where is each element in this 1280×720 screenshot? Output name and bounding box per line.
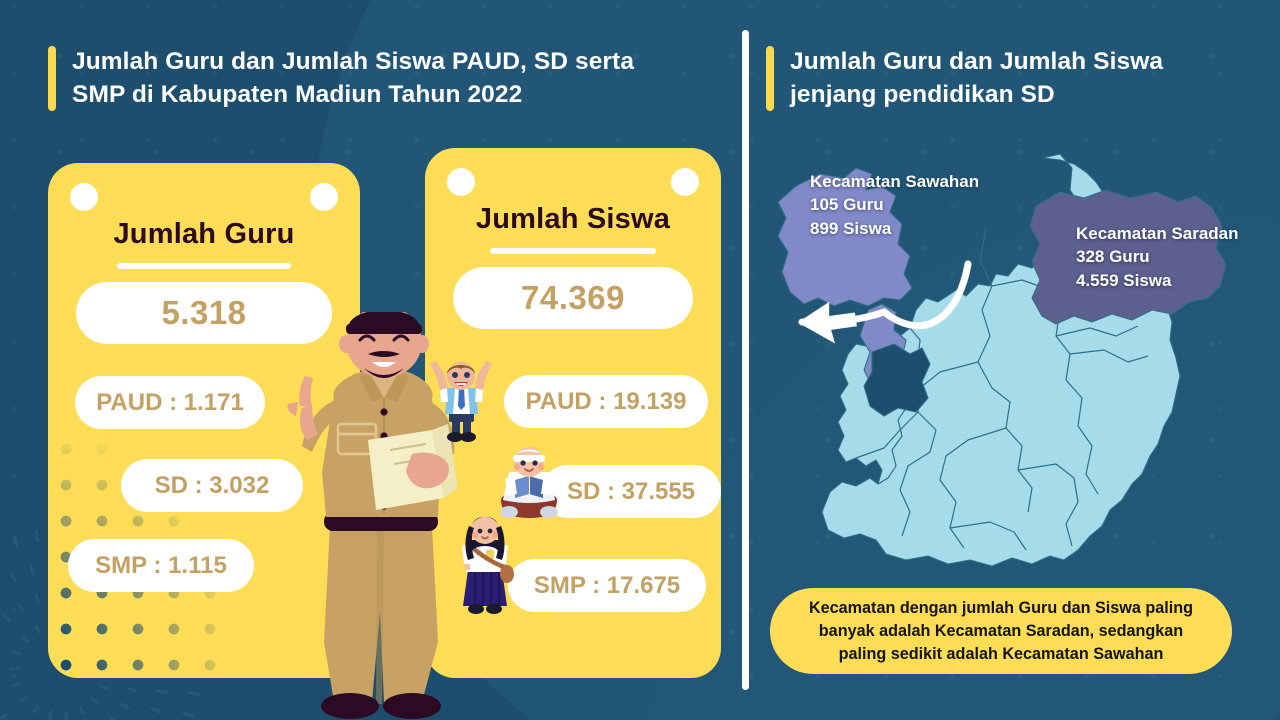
student-girl-illustration: [462, 516, 514, 614]
siswa-sd-pill: SD : 37.555: [541, 465, 721, 518]
total-siswa-pill: 74.369: [453, 267, 693, 329]
siswa-smp-value: SMP : 17.675: [533, 571, 681, 599]
total-guru-pill: 5.318: [76, 282, 332, 344]
card-punch-hole-right: [310, 183, 338, 211]
guru-smp-value: SMP : 1.115: [95, 551, 227, 579]
map-svg[interactable]: [760, 140, 1260, 580]
left-panel-title: Jumlah Guru dan Jumlah Siswa PAUD, SD se…: [48, 46, 728, 112]
teacher-illustration: [287, 312, 458, 719]
card-heading-underline: [490, 248, 656, 254]
siswa-smp-pill: SMP : 17.675: [508, 559, 706, 612]
map-label-saradan: Kecamatan Saradan 328 Guru 4.559 Siswa: [1076, 224, 1239, 290]
card-punch-hole-right: [671, 168, 699, 196]
guru-sd-pill: SD : 3.032: [121, 459, 303, 512]
guru-paud-pill: PAUD : 1.171: [75, 376, 265, 429]
right-panel-title: Jumlah Guru dan Jumlah Siswa jenjang pen…: [766, 46, 1236, 112]
card-punch-hole-left: [70, 183, 98, 211]
guru-smp-pill: SMP : 1.115: [68, 539, 254, 592]
title-accent-bar: [766, 46, 774, 112]
card-heading-underline: [116, 263, 292, 269]
map-region-saradan: [1029, 189, 1227, 325]
map-kabupaten-madiun[interactable]: [760, 140, 1260, 580]
siswa-sd-value: SD : 37.555: [566, 477, 696, 505]
right-title-text: Jumlah Guru dan Jumlah Siswa jenjang pen…: [790, 48, 1164, 108]
map-label-sawahan: Kecamatan Sawahan 105 Guru 899 Siswa: [810, 172, 980, 238]
left-title-text: Jumlah Guru dan Jumlah Siswa PAUD, SD se…: [72, 48, 635, 108]
card-punch-hole-left: [447, 168, 475, 196]
vertical-divider: [742, 30, 749, 690]
student-boy-cheering-illustration: [430, 361, 492, 442]
guru-paud-value: PAUD : 1.171: [96, 388, 244, 416]
map-arrow-curve: [880, 260, 972, 330]
summary-note-box: Kecamatan dengan jumlah Guru dan Siswa p…: [770, 588, 1232, 674]
map-arrow-tail: [798, 308, 888, 326]
student-reading-cross-legged-illustration: [500, 447, 558, 518]
siswa-paud-pill: PAUD : 19.139: [504, 375, 708, 428]
map-region-sawahan: [777, 167, 913, 307]
total-siswa-value: 74.369: [521, 279, 625, 316]
summary-note-text: Kecamatan dengan jumlah Guru dan Siswa p…: [808, 598, 1194, 663]
map-region-dark-patch: [863, 343, 931, 417]
card-heading-siswa: Jumlah Siswa: [475, 203, 671, 235]
card-heading-guru: Jumlah Guru: [113, 218, 295, 250]
siswa-paud-value: PAUD : 19.139: [525, 387, 687, 415]
title-accent-bar: [48, 46, 56, 112]
guru-sd-value: SD : 3.032: [154, 471, 270, 499]
total-guru-value: 5.318: [161, 294, 247, 331]
